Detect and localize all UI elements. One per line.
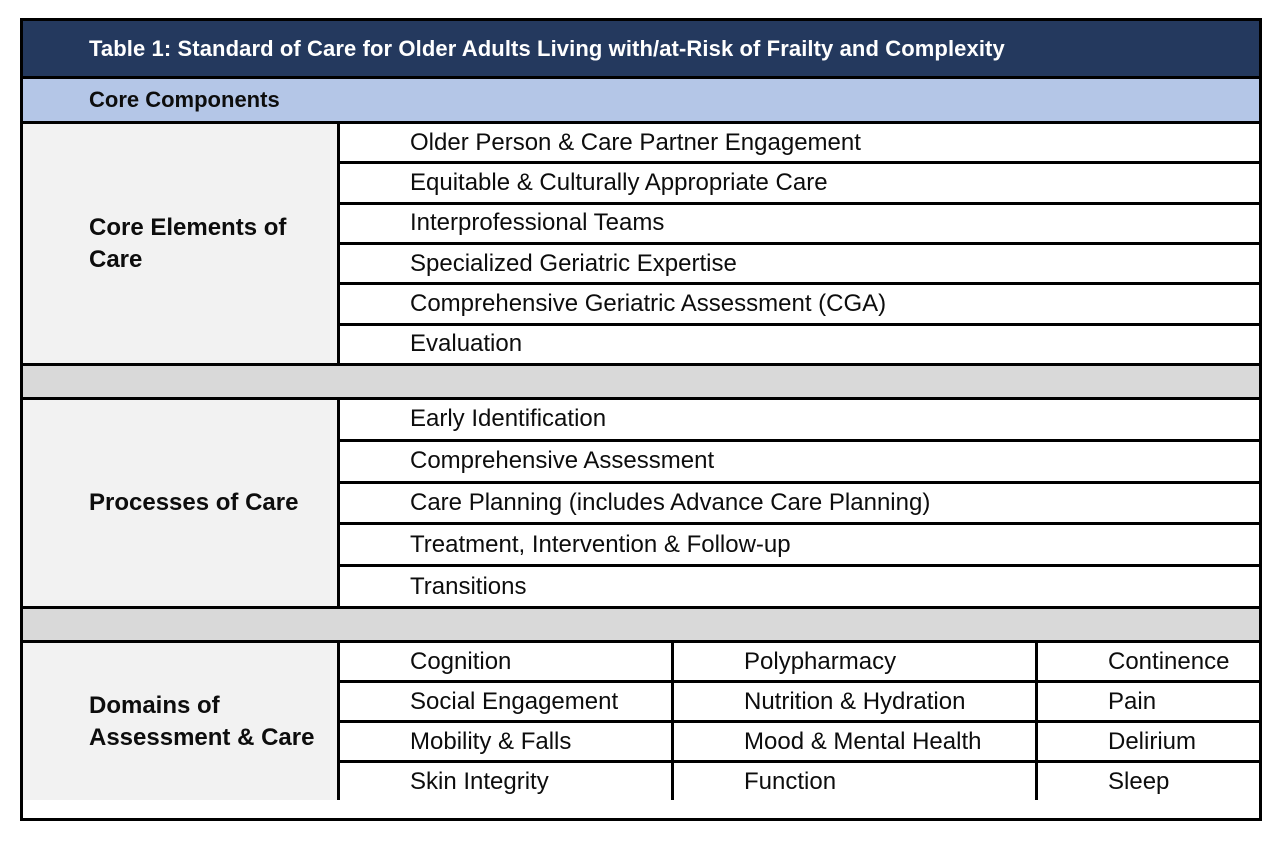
section-header-line: Core Elements of (89, 213, 287, 241)
section-divider-band (23, 363, 1259, 397)
section-divider-band (23, 606, 1259, 640)
section-header-domains: Domains of Assessment & Care (23, 643, 340, 800)
process-item: Transitions (340, 564, 1259, 606)
table-title: Table 1: Standard of Care for Older Adul… (23, 21, 1259, 76)
domain-cell: Social Engagement (410, 687, 619, 715)
domains-grid: Cognition Polypharmacy Continence Social… (340, 643, 1259, 800)
process-item: Care Planning (includes Advance Care Pla… (340, 480, 1259, 523)
domain-cell: Nutrition & Hydration (671, 683, 1035, 720)
core-element-item: Evaluation (340, 322, 1259, 363)
domain-cell: Pain (1035, 683, 1259, 720)
domain-cell: Sleep (1035, 763, 1259, 800)
domains-row: Cognition Polypharmacy Continence (340, 643, 1259, 680)
domain-cell: Mood & Mental Health (671, 723, 1035, 760)
section-core-elements-of-care: Core Elements of Care Older Person & Car… (23, 121, 1259, 363)
core-element-item: Equitable & Culturally Appropriate Care (340, 161, 1259, 201)
section-header-line: Care (89, 245, 143, 273)
domain-cell: Skin Integrity (410, 767, 549, 795)
domains-row: Mobility & Falls Mood & Mental Health De… (340, 720, 1259, 760)
core-element-item: Comprehensive Geriatric Assessment (CGA) (340, 282, 1259, 322)
section-header-core-elements-of-care: Core Elements of Care (23, 124, 340, 363)
domain-cell: Continence (1035, 643, 1259, 680)
standard-of-care-table: Table 1: Standard of Care for Older Adul… (20, 18, 1262, 821)
section-domains-of-assessment: Domains of Assessment & Care Cognition P… (23, 640, 1259, 800)
domains-row: Skin Integrity Function Sleep (340, 760, 1259, 800)
process-item: Comprehensive Assessment (340, 438, 1259, 481)
core-components-header: Core Components (23, 76, 1259, 121)
domain-cell: Polypharmacy (671, 643, 1035, 680)
process-item: Treatment, Intervention & Follow-up (340, 522, 1259, 564)
domain-cell: Cognition (410, 647, 512, 675)
section-header-line: Assessment & Care (89, 723, 315, 751)
processes-rows: Early Identification Comprehensive Asses… (340, 400, 1259, 606)
section-header-line: Processes of Care (89, 489, 299, 516)
core-element-item: Interprofessional Teams (340, 201, 1259, 242)
domain-cell: Mobility & Falls (410, 727, 572, 755)
process-item: Early Identification (410, 405, 607, 433)
section-header-processes-of-care: Processes of Care (23, 400, 340, 606)
section-processes-of-care: Processes of Care Early Identification C… (23, 397, 1259, 606)
core-elements-rows: Older Person & Care Partner Engagement E… (340, 124, 1259, 363)
section-header-line: Domains of (89, 691, 220, 719)
core-element-item: Older Person & Care Partner Engagement (410, 128, 861, 156)
core-element-item: Specialized Geriatric Expertise (340, 241, 1259, 282)
domain-cell: Delirium (1035, 723, 1259, 760)
domains-row: Social Engagement Nutrition & Hydration … (340, 680, 1259, 720)
domain-cell: Function (671, 763, 1035, 800)
